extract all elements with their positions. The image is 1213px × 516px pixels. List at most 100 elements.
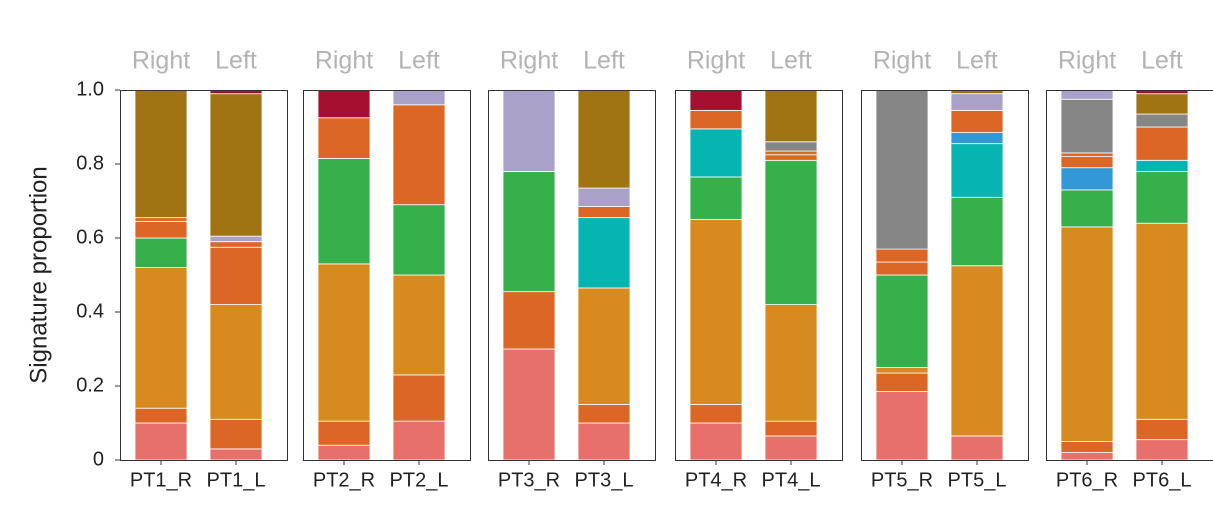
y-tick-label: 0.4	[76, 300, 104, 322]
bar-segment-green	[317, 158, 371, 265]
panel-frame	[120, 90, 288, 461]
bar-segment-orange	[950, 109, 1004, 133]
x-tick-label: PT2_L	[390, 469, 449, 491]
bar-segment-crimson	[689, 89, 743, 111]
bar-segment-teal	[1135, 159, 1189, 172]
x-tick-label: PT5_L	[948, 469, 1007, 491]
bar-segment-salmon	[875, 391, 929, 461]
panel-frame	[675, 90, 843, 461]
panel: Right PT5_R Left PT5_L	[861, 47, 1029, 491]
side-label: Left	[770, 47, 812, 75]
panel: Right PT3_R Left PT3_L	[488, 47, 656, 491]
panel: Right PT2_R Left PT2_L	[303, 47, 471, 491]
bar-segment-green	[950, 196, 1004, 267]
side-label: Right	[132, 47, 190, 75]
bar-segment-orange	[209, 241, 263, 248]
x-tick-label: PT2_R	[313, 469, 375, 491]
bar-segment-green	[502, 170, 556, 293]
bar-segment-gold-orange	[209, 304, 263, 420]
bar-segment-lavender	[577, 187, 631, 207]
x-tick-label: PT3_L	[575, 469, 634, 491]
bar-segment-salmon	[950, 435, 1004, 461]
x-tick-label: PT5_R	[871, 469, 933, 491]
x-tick-label: PT6_L	[1133, 469, 1192, 491]
bar-segment-gold-orange	[1060, 226, 1114, 442]
bar-segment-orange	[577, 206, 631, 219]
bar-segment-teal	[950, 143, 1004, 198]
bar-segment-gray	[1060, 98, 1114, 154]
y-tick-label: 0.2	[76, 374, 104, 396]
bar-segment-gold-orange	[875, 367, 929, 374]
bar-segment-green	[689, 176, 743, 220]
bar-segment-lavender	[502, 89, 556, 172]
y-tick-label: 0.8	[76, 152, 104, 174]
bar-segment-green	[1060, 189, 1114, 228]
bar-segment-dark-orange-low	[134, 407, 188, 424]
bar-segment-salmon	[764, 435, 818, 461]
bar-segment-salmon	[134, 422, 188, 461]
bar-segment-gold-orange	[317, 263, 371, 422]
bar-segment-gray	[875, 89, 929, 250]
side-label: Right	[873, 47, 931, 75]
bar-segment-green	[134, 237, 188, 269]
bar-segment-salmon	[502, 348, 556, 461]
bar-segment-green	[1135, 170, 1189, 224]
bar-segment-orange	[689, 109, 743, 130]
side-label: Left	[1141, 47, 1183, 75]
x-tick-label: PT6_R	[1056, 469, 1118, 491]
panel: Right PT6_R Left PT6_L	[1046, 47, 1213, 491]
panel-frame	[488, 90, 656, 461]
y-tick-label: 1.0	[76, 78, 104, 100]
bar-segment-orange	[134, 217, 188, 222]
bar-segment-dark-orange-low	[1135, 418, 1189, 441]
panel-frame	[1046, 90, 1213, 461]
bar-segment-teal	[577, 217, 631, 289]
bar-segment-lavender	[392, 89, 446, 106]
side-label: Left	[215, 47, 257, 75]
side-label: Left	[398, 47, 440, 75]
side-label: Right	[687, 47, 745, 75]
bar-segment-teal	[689, 128, 743, 178]
bar-segment-orange	[1060, 156, 1114, 169]
x-tick-label: PT4_R	[685, 469, 747, 491]
bar-segment-lavender	[209, 235, 263, 243]
panel: Right PT1_R Left PT1_L	[115, 47, 288, 491]
bar-segment-crimson	[317, 89, 371, 119]
bar-segment-gold-orange	[392, 274, 446, 376]
bar-segment-salmon	[1135, 439, 1189, 461]
bar-segment-dark-orange-low	[764, 420, 818, 437]
side-label: Right	[500, 47, 558, 75]
bar-segment-dark-orange-low	[577, 404, 631, 424]
bar-segment-gray	[764, 141, 818, 152]
bar-segment-dark-orange-low	[392, 374, 446, 422]
y-axis-title: Signature proportion	[25, 166, 52, 383]
bar-segment-dark-orange-low	[875, 372, 929, 392]
panel-frame	[861, 90, 1029, 461]
panel: Right PT4_R Left PT4_L	[675, 47, 843, 491]
bar-segment-salmon	[209, 448, 263, 461]
bar-segment-gray	[1135, 113, 1189, 128]
y-tick-label: 0.6	[76, 226, 104, 248]
bar-segment-orange	[317, 117, 371, 159]
bar-segment-green	[875, 274, 929, 368]
bar-segment-olive-brown	[134, 89, 188, 219]
y-tick-label: 0	[93, 448, 104, 470]
bar-segment-gold-orange	[577, 287, 631, 405]
bar-segment-dark-orange-low	[209, 418, 263, 450]
bar-segment-dark-orange-low	[1060, 441, 1114, 454]
bar-segment-lavender	[950, 93, 1004, 111]
side-label: Right	[1058, 47, 1116, 75]
side-label: Right	[315, 47, 373, 75]
bar-segment-blue	[950, 132, 1004, 145]
bar-segment-olive-brown	[1135, 93, 1189, 115]
bar-segment-dark-orange-low	[502, 291, 556, 350]
bar-segment-orange	[134, 220, 188, 239]
bar-segment-green	[392, 204, 446, 276]
bar-segment-orange	[764, 150, 818, 156]
bar-segment-dark-orange-low	[317, 420, 371, 446]
bar-segment-orange	[875, 248, 929, 263]
x-tick-label: PT4_L	[762, 469, 821, 491]
bar-segment-orange	[1060, 152, 1114, 157]
bar-segment-dark-orange-low	[689, 404, 743, 424]
